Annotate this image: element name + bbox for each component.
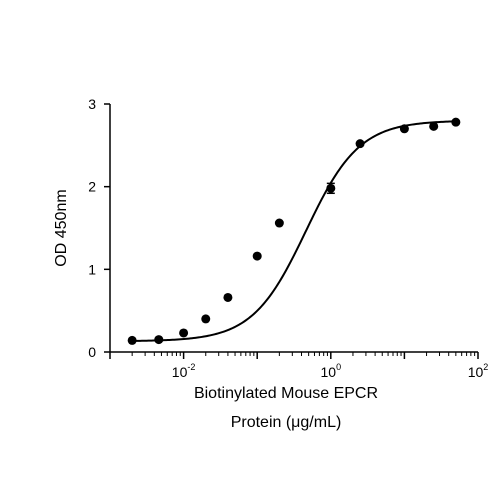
y-tick-label: 2	[88, 179, 96, 195]
fit-curve	[132, 120, 456, 342]
data-point	[451, 117, 461, 127]
data-point	[127, 335, 137, 345]
y-tick-label: 3	[88, 96, 96, 112]
y-ticks: 0 1 2 3	[88, 96, 110, 360]
data-point	[355, 139, 365, 149]
data-point	[326, 183, 336, 193]
data-point	[201, 314, 211, 324]
data-point	[274, 218, 284, 228]
x-axis-label-line-1: Biotinylated Mouse EPCR	[194, 385, 378, 402]
y-axis-label: OD 450nm	[53, 189, 70, 266]
data-point	[252, 251, 262, 261]
y-tick-label: 0	[88, 344, 96, 360]
data-point	[223, 292, 233, 302]
axes	[109, 104, 478, 353]
data-point	[179, 328, 189, 338]
data-point	[399, 124, 409, 134]
x-axis-label-line-2: Protein (μg/mL)	[231, 414, 342, 431]
x-tick-label: 10-2	[172, 362, 196, 380]
x-ticks: 10-2 100 102	[109, 352, 489, 380]
x-tick-label: 100	[321, 362, 342, 380]
data-points	[127, 117, 461, 345]
data-point	[429, 121, 439, 131]
y-tick-label: 1	[88, 261, 96, 277]
data-point	[154, 335, 164, 345]
x-tick-label: 102	[468, 362, 489, 380]
